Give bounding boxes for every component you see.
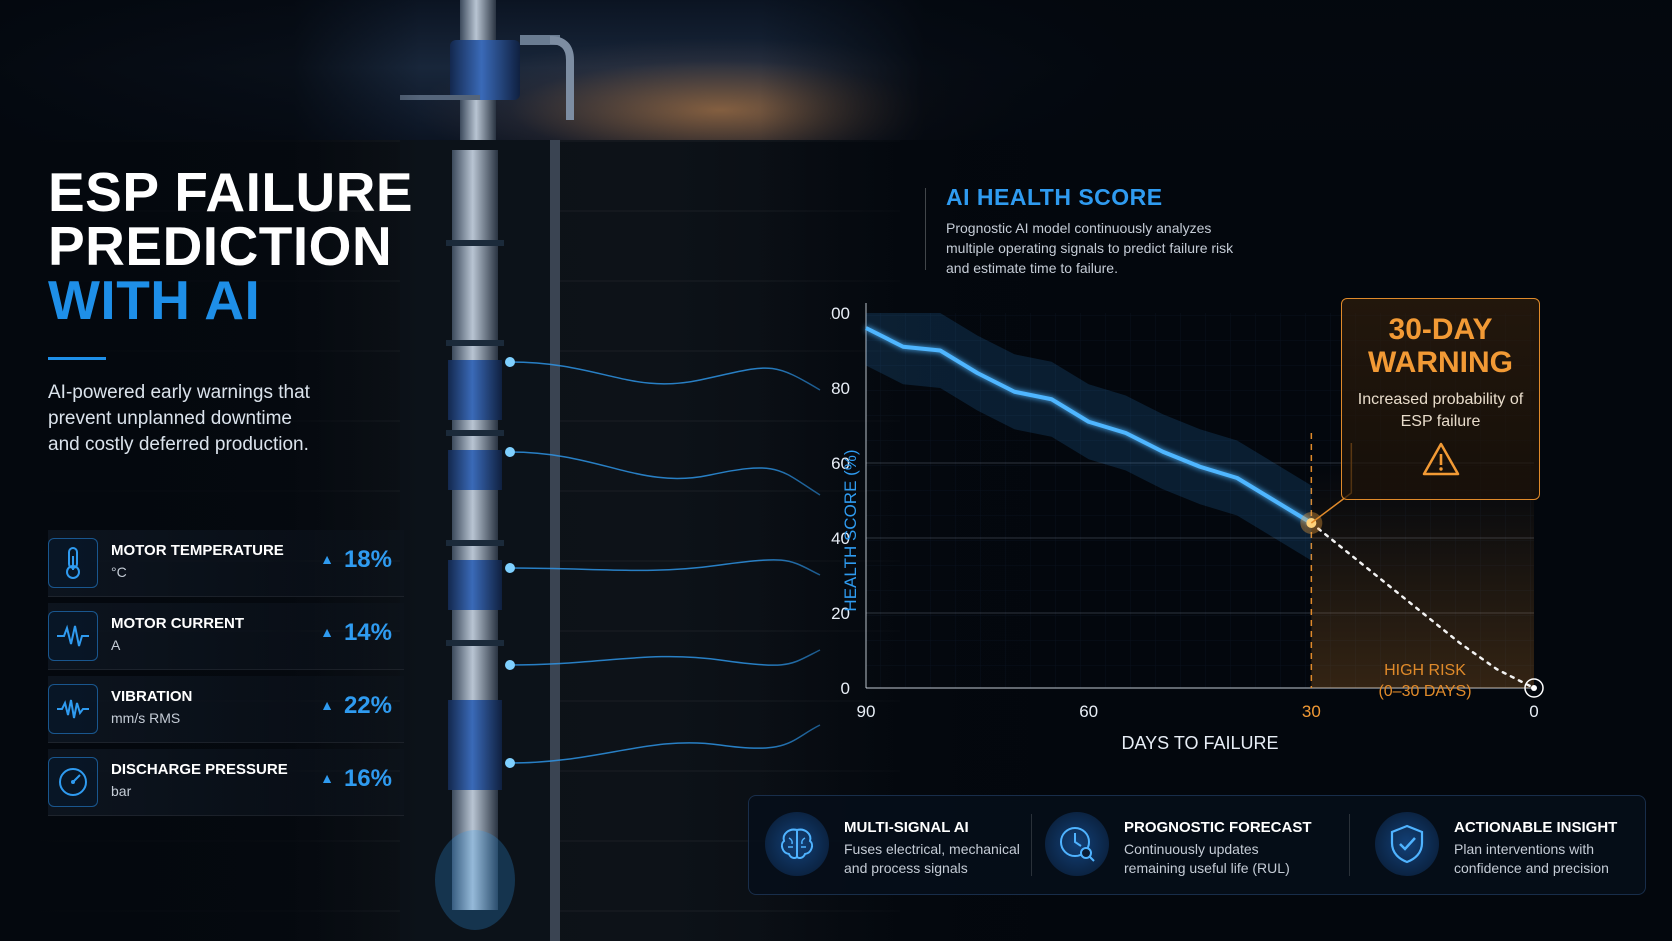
y-axis-ticks: 0 20 40 60 80 100 [830,304,850,698]
chart-title: AI HEALTH SCORE [946,184,1163,210]
feature-title: PROGNOSTIC FORECAST [1124,819,1312,836]
high-risk-zone [1310,433,1534,688]
chart-lines [865,326,1544,698]
feature-title: ACTIONABLE INSIGHT [1454,819,1618,836]
feature-title: MULTI-SIGNAL AI [844,819,969,836]
arrow-up-icon: ▲ [320,624,334,640]
y-axis-label: HEALTH SCORE (%) [841,449,860,611]
y-tick-label: 60 [831,454,850,473]
metric-motor-temperature: MOTOR TEMPERATURE °C ▲ 18% [48,530,404,597]
feature-description: Fuses electrical, mechanical and process… [844,841,1020,876]
arrow-up-icon: ▲ [320,770,334,786]
metric-unit: A [111,637,121,653]
x-tick-label: 30 [1302,702,1321,721]
metric-delta-value: 18% [343,546,392,573]
y-tick-label: 100 [830,304,850,323]
current-waveform-icon [48,611,98,661]
metric-unit: mm/s RMS [111,710,181,726]
metric-delta: ▲ 22% [320,692,392,720]
health-score-line [865,326,1313,525]
x-tick-label: 60 [1079,702,1098,721]
high-risk-label: HIGH RISK (0–30 DAYS) [1360,660,1490,702]
x-tick-label: 90 [857,702,876,721]
signal-metrics-list: MOTOR TEMPERATURE °C ▲ 18% MOTOR CURRENT … [48,530,404,822]
metric-delta: ▲ 18% [320,546,392,574]
metric-delta: ▲ 14% [320,619,392,647]
y-tick-label: 80 [831,379,850,398]
warning-triangle-icon [1421,441,1461,481]
y-tick-label: 20 [831,604,850,623]
metric-unit: bar [111,783,132,799]
feature-description: Plan interventions with confidence and p… [1454,841,1609,876]
chart-header-divider [925,188,926,270]
title-line-3: WITH AI [48,269,261,331]
feature-prognostic-forecast: PROGNOSTIC FORECAST Continuously updates… [1029,796,1334,894]
vibration-waveform-icon [48,684,98,734]
y-tick-label: 40 [831,529,850,548]
metric-name: MOTOR CURRENT [111,615,245,632]
title-line-2: PREDICTION [48,215,393,277]
x-tick-label: 0 [1529,702,1538,721]
warning-title-line-1: 30-DAY [1388,313,1493,346]
metric-unit: °C [111,564,127,580]
title-line-1: ESP FAILURE [48,161,414,223]
esp-pump-illustration [400,0,821,941]
arrow-up-icon: ▲ [320,697,334,713]
high-risk-fill [1311,463,1534,688]
pressure-gauge-icon [48,757,98,807]
clock-forecast-icon [1045,812,1109,876]
thermometer-icon [48,538,98,588]
metric-motor-current: MOTOR CURRENT A ▲ 14% [48,603,404,670]
forecast-line [1310,521,1536,690]
metric-discharge-pressure: DISCHARGE PRESSURE bar ▲ 16% [48,749,404,816]
feature-divider [1031,814,1032,876]
metric-delta-value: 22% [343,692,392,719]
high-risk-line-2: (0–30 DAYS) [1378,683,1472,700]
x-axis-ticks: 90 60 30 0 [857,702,1539,721]
metric-delta-value: 14% [343,619,392,646]
warning-text: Increased probability of ESP failure [1357,391,1524,430]
warning-title: 30-DAY WARNING [1342,313,1539,379]
metric-delta-value: 16% [343,765,392,792]
brain-icon [765,812,829,876]
feature-divider [1349,814,1350,876]
title-divider [48,357,106,360]
failure-point-ring [1524,678,1544,698]
metric-name: DISCHARGE PRESSURE [111,761,288,778]
arrow-up-icon: ▲ [320,551,334,567]
page-title: ESP FAILURE PREDICTION WITH AI [48,161,414,331]
warning-title-line-2: WARNING [1368,346,1513,379]
y-tick-label: 0 [841,679,850,698]
chart-description: Prognostic AI model continuously analyze… [946,220,1234,276]
metric-name: MOTOR TEMPERATURE [111,542,284,559]
feature-panel: MULTI-SIGNAL AI Fuses electrical, mechan… [748,795,1646,895]
tagline: AI-powered early warnings that prevent u… [48,382,310,455]
feature-multi-signal-ai: MULTI-SIGNAL AI Fuses electrical, mechan… [749,796,1029,894]
shield-check-icon [1375,812,1439,876]
feature-description: Continuously updates remaining useful li… [1124,841,1290,876]
warning-callout: 30-DAY WARNING Increased probability of … [1341,298,1540,500]
feature-actionable-insight: ACTIONABLE INSIGHT Plan interventions wi… [1359,796,1645,894]
metric-vibration: VIBRATION mm/s RMS ▲ 22% [48,676,404,743]
metric-delta: ▲ 16% [320,765,392,793]
metric-name: VIBRATION [111,688,193,705]
x-axis-label: DAYS TO FAILURE [1121,733,1278,753]
failure-point [1531,685,1537,691]
high-risk-line-1: HIGH RISK [1384,662,1466,679]
